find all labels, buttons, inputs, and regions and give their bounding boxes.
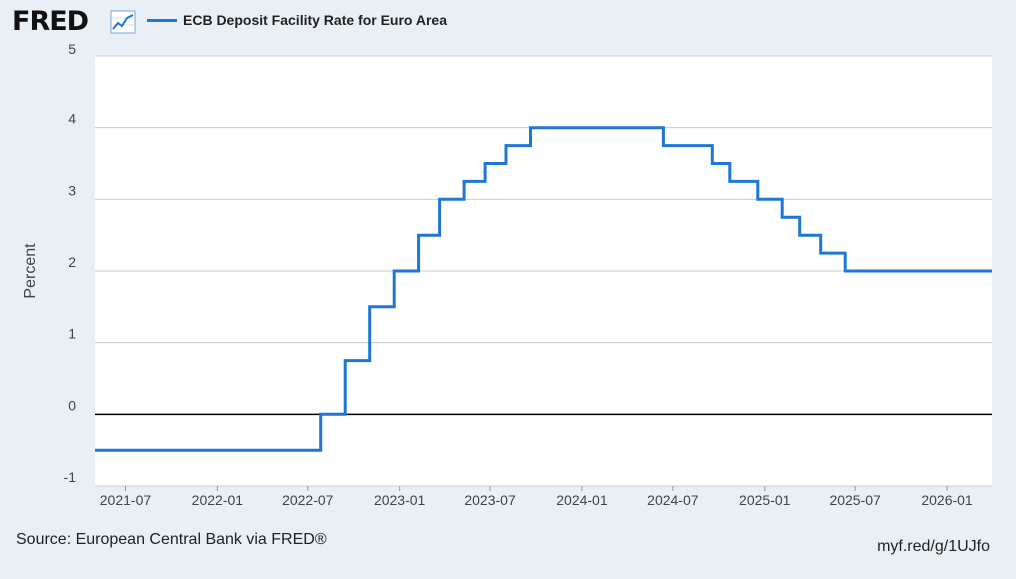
x-tick-label: 2023-01 (374, 492, 426, 508)
y-tick-label: 1 (68, 326, 76, 342)
x-tick-label: 2024-01 (556, 492, 608, 508)
x-tick-label: 2025-01 (739, 492, 791, 508)
y-tick-label: 3 (68, 182, 76, 198)
x-tick-label: 2026-01 (921, 492, 973, 508)
y-tick-label: 0 (68, 397, 76, 413)
source-note: Source: European Central Bank via FRED® (16, 531, 327, 548)
x-tick-label: 2024-07 (647, 492, 699, 508)
trend-chart-icon[interactable] (110, 10, 136, 34)
x-tick-label: 2025-07 (829, 492, 881, 508)
legend-label: ECB Deposit Facility Rate for Euro Area (183, 12, 447, 28)
x-tick-label: 2021-07 (100, 492, 152, 508)
x-axis: 2021-07 2022-01 2022-07 2023-01 2023-07 2024-… (100, 486, 973, 508)
x-tick-label: 2022-07 (282, 492, 334, 508)
y-tick-label: 2 (68, 254, 76, 270)
y-axis-label: Percent (22, 243, 39, 299)
short-link[interactable]: myf.red/g/1UJfo (877, 538, 990, 555)
y-axis: 5 4 3 2 1 0 -1 (64, 41, 77, 485)
fred-logo[interactable]: FRED (12, 6, 89, 37)
y-tick-label: 4 (68, 111, 76, 127)
x-tick-label: 2022-01 (192, 492, 244, 508)
y-tick-label: -1 (64, 469, 77, 485)
legend-swatch (147, 18, 177, 22)
series-line[interactable] (95, 126, 992, 452)
y-tick-label: 5 (68, 41, 76, 57)
legend: ECB Deposit Facility Rate for Euro Area (147, 12, 447, 28)
x-tick-label: 2023-07 (464, 492, 516, 508)
